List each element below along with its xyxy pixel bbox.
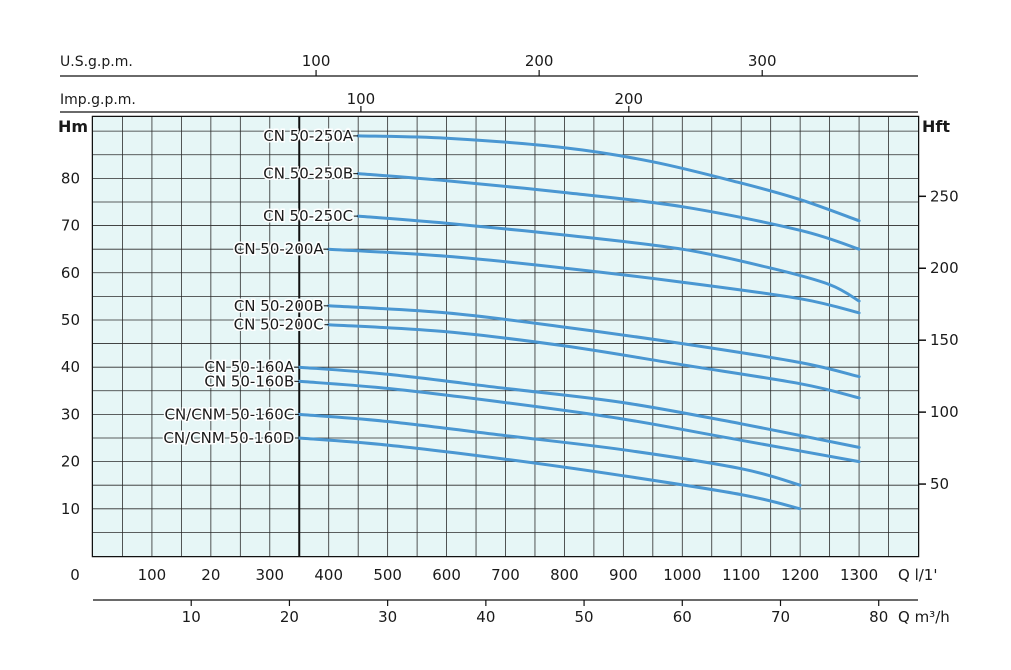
curve-cn-cnm-50-160d [297,436,802,511]
curve-label-cn-cnm-50-160d: CN/CNM 50-160D [163,429,294,447]
m3h-unit-label: Q m³/h [898,608,950,626]
curve-cn-50-250a [356,134,861,223]
right-axis-tick-label: 50 [930,475,949,493]
us-gpm-tick-label: 200 [525,52,554,70]
curve-label-cn-cnm-50-160c: CN/CNM 50-160C [164,405,294,423]
right-axis-title: Hft [922,117,950,136]
curves-layer [294,134,861,511]
curve-cn-50-200b [327,304,861,379]
curve-label-cn-50-200a: CN 50-200A [234,240,325,258]
left-axis-tick-label: 10 [61,500,80,518]
lpm-tick-label: 1100 [722,566,760,584]
left-axis-tick-label: 80 [61,169,80,187]
m3h-tick-label: 10 [182,608,201,626]
m3h-tick-label: 70 [771,608,790,626]
lpm-tick-label: 20 [201,566,220,584]
lpm-tick-label: 500 [373,566,402,584]
right-axis-tick-label: 200 [930,259,959,277]
left-axis-tick-label: 50 [61,311,80,329]
m3h-tick-label: 50 [575,608,594,626]
curve-label-cn-50-200c: CN 50-200C [234,316,324,334]
curve-label-cn-50-200b: CN 50-200B [234,297,324,315]
curve-cn-50-160a [297,365,861,449]
right-axis-tick-label: 250 [930,187,959,205]
imp-gpm-tick-label: 200 [614,90,643,108]
lpm-tick-label: 400 [314,566,343,584]
curve-cn-50-200a [327,247,861,315]
lpm-tick-label: 800 [550,566,579,584]
curve-cn-50-160b [297,379,861,464]
lpm-tick-label: 1300 [840,566,878,584]
lpm-tick-label: 0 [70,566,80,584]
curve-cn-cnm-50-160c [297,412,802,487]
lpm-tick-label: 1200 [781,566,819,584]
left-axis-tick-label: 70 [61,217,80,235]
lpm-tick-label: 1000 [663,566,701,584]
m3h-tick-label: 60 [673,608,692,626]
curve-cn-50-250b [356,172,861,251]
curve-label-cn-50-250b: CN 50-250B [263,165,353,183]
imp-gpm-label: Imp.g.p.m. [60,92,136,108]
right-axis-tick-label: 150 [930,331,959,349]
right-axis-tick-label: 100 [930,403,959,421]
left-axis-tick-label: 20 [61,453,80,471]
left-axis-tick-label: 30 [61,405,80,423]
curve-label-cn-50-160a: CN 50-160A [204,358,295,376]
left-axis-tick-label: 60 [61,264,80,282]
curve-label-cn-50-250c: CN 50-250C [263,207,353,225]
lpm-tick-label: 300 [255,566,284,584]
curve-label-cn-50-160b: CN 50-160B [204,372,294,390]
curve-cn-50-250c [356,214,861,303]
grid-layer [93,117,918,556]
m3h-tick-label: 20 [280,608,299,626]
us-gpm-tick-label: 100 [302,52,331,70]
lpm-tick-label: 700 [491,566,520,584]
us-gpm-label: U.S.g.p.m. [60,54,133,70]
m3h-tick-label: 40 [476,608,495,626]
left-axis-title: Hm [58,117,88,136]
lpm-tick-label: 900 [609,566,638,584]
lpm-unit-label: Q l/1' [898,566,937,584]
curve-label-cn-50-250a: CN 50-250A [263,127,354,145]
lpm-tick-label: 100 [138,566,167,584]
lpm-tick-label: 600 [432,566,461,584]
left-axis-tick-label: 40 [61,358,80,376]
imp-gpm-tick-label: 100 [347,90,376,108]
m3h-tick-label: 80 [869,608,888,626]
m3h-tick-label: 30 [378,608,397,626]
us-gpm-tick-label: 300 [748,52,777,70]
curve-cn-50-200c [327,323,861,400]
